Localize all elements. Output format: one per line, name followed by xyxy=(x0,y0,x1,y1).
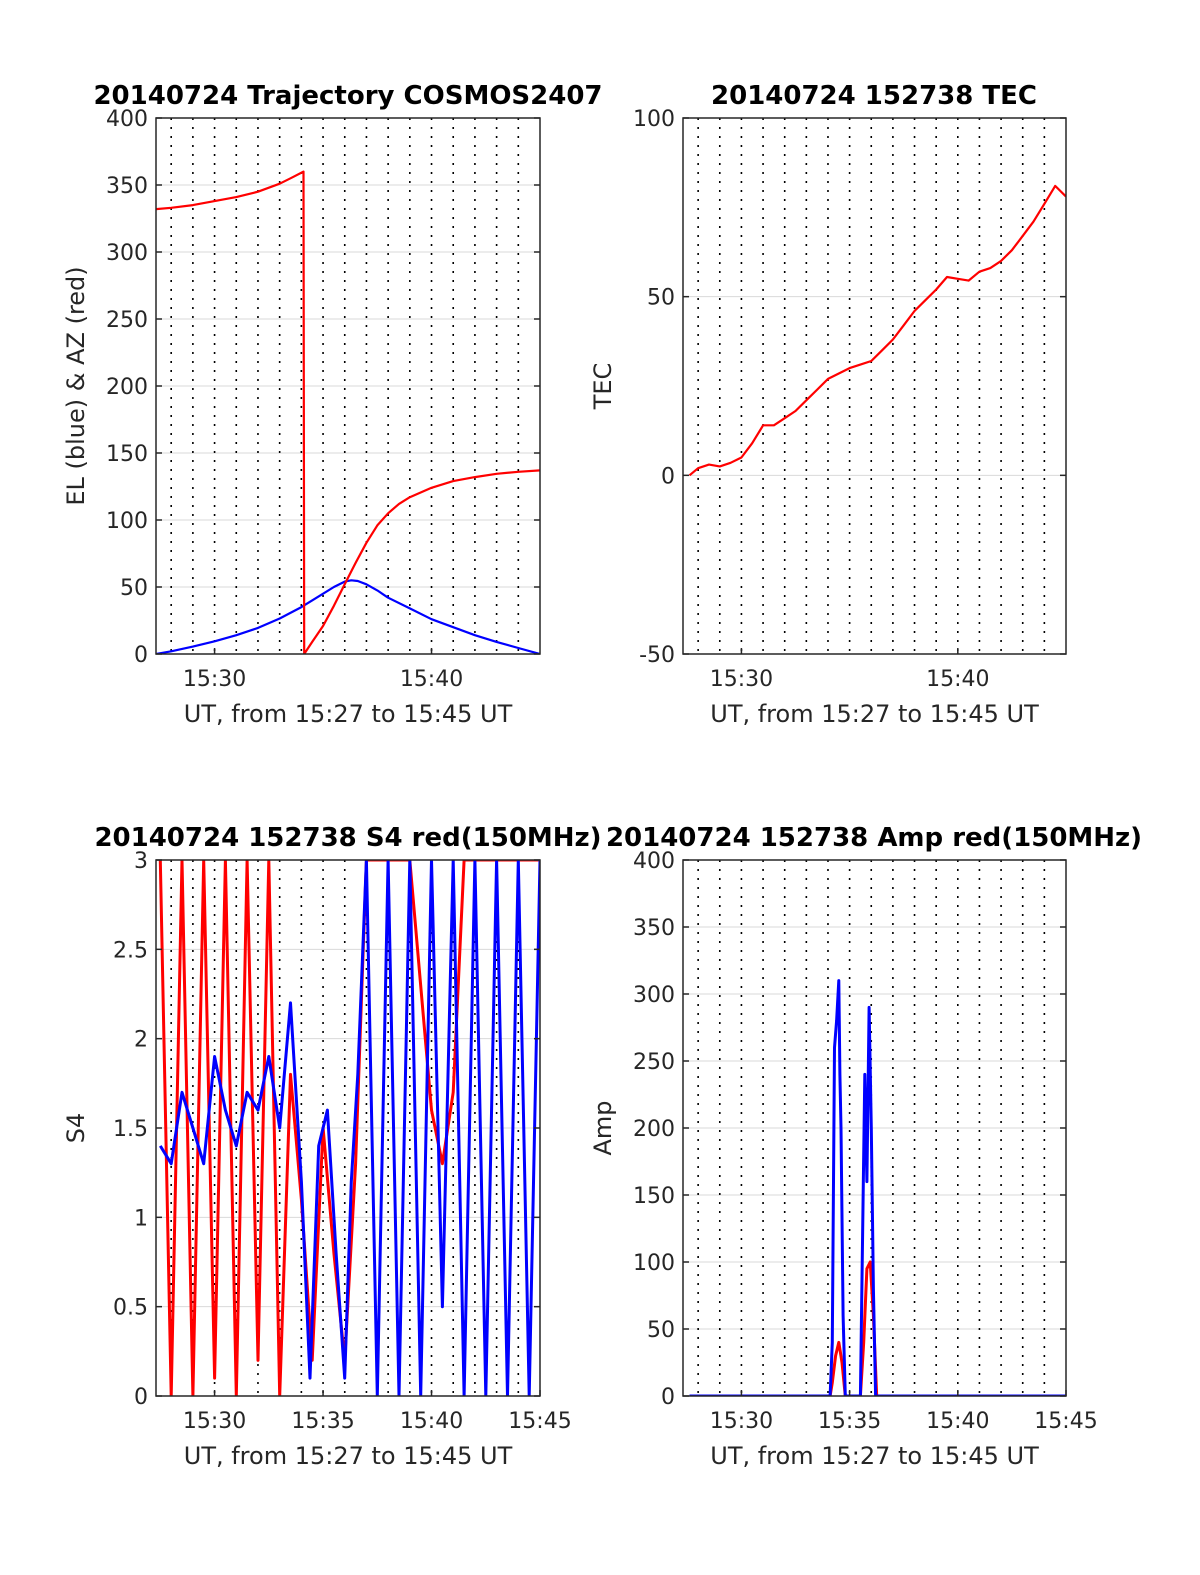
y-tick-label: 200 xyxy=(633,1117,675,1142)
x-tick-label: 15:45 xyxy=(508,1409,571,1434)
chart-title: 20140724 152738 TEC xyxy=(711,81,1037,111)
series-line-red xyxy=(688,184,1066,477)
y-tick-label: 250 xyxy=(633,1050,675,1075)
y-tick-label: 1 xyxy=(134,1206,148,1231)
y-tick-label: 100 xyxy=(633,107,675,132)
y-tick-label: 300 xyxy=(106,241,148,266)
x-tick-label: 15:30 xyxy=(710,1409,773,1434)
x-tick-label: 15:30 xyxy=(183,1409,246,1434)
y-tick-label: -50 xyxy=(639,643,675,668)
series-line-blue xyxy=(156,579,540,654)
y-tick-label: 100 xyxy=(633,1251,675,1276)
y-tick-label: 2.5 xyxy=(113,938,148,963)
y-tick-label: 350 xyxy=(106,174,148,199)
series-line-blue xyxy=(159,860,540,1396)
y-tick-label: 150 xyxy=(633,1184,675,1209)
y-tick-label: 1.5 xyxy=(113,1117,148,1142)
x-tick-label: 15:40 xyxy=(400,667,463,692)
y-tick-label: 0.5 xyxy=(113,1296,148,1321)
chart-panel-1: 0 50 100 150 200 250 300 350 400 15:30 15:40 201407… xyxy=(62,81,603,728)
y-tick-label: 0 xyxy=(661,1385,675,1410)
y-tick-label: 150 xyxy=(106,442,148,467)
chart-panel-3: 0 0.5 1 1.5 2 2.5 3 15:30 15:35 15:40 15:45 2014072… xyxy=(62,823,602,1470)
chart-title: 20140724 Trajectory COSMOS2407 xyxy=(93,81,602,111)
x-tick-label: 15:35 xyxy=(291,1409,354,1434)
y-tick-label: 400 xyxy=(633,849,675,874)
series-line-blue xyxy=(689,979,1066,1396)
y-tick-label: 2 xyxy=(134,1028,148,1053)
y-axis-label: TEC xyxy=(589,363,617,411)
series-line-red xyxy=(158,860,540,1396)
chart-title: 20140724 152738 Amp red(150MHz) xyxy=(606,823,1142,853)
y-tick-label: 300 xyxy=(633,983,675,1008)
x-tick-label: 15:40 xyxy=(400,1409,463,1434)
y-tick-label: 50 xyxy=(120,576,148,601)
x-tick-label: 15:40 xyxy=(926,1409,989,1434)
x-tick-label: 15:35 xyxy=(818,1409,881,1434)
y-tick-label: 350 xyxy=(633,916,675,941)
x-tick-label: 15:30 xyxy=(710,667,773,692)
y-tick-label: 0 xyxy=(134,1385,148,1410)
y-tick-label: 250 xyxy=(106,308,148,333)
chart-panel-4: 0 50 100 150 200 250 300 350 400 15:30 15:35 15:40 1… xyxy=(589,823,1142,1470)
chart-title: 20140724 152738 S4 red(150MHz) xyxy=(94,823,601,853)
y-tick-label: 50 xyxy=(647,286,675,311)
x-axis-label: UT, from 15:27 to 15:45 UT xyxy=(710,1442,1039,1470)
x-tick-label: 15:30 xyxy=(183,667,246,692)
y-tick-label: 0 xyxy=(661,464,675,489)
x-axis-label: UT, from 15:27 to 15:45 UT xyxy=(710,700,1039,728)
chart-panel-2: -50 0 50 100 15:30 15:40 20140724 152738 TEC UT… xyxy=(589,81,1067,728)
x-tick-label: 15:40 xyxy=(926,667,989,692)
y-tick-label: 200 xyxy=(106,375,148,400)
y-tick-label: 100 xyxy=(106,509,148,534)
plot-frame xyxy=(682,117,1067,655)
y-axis-label: S4 xyxy=(62,1113,90,1144)
y-tick-label: 0 xyxy=(134,643,148,668)
y-axis-label: EL (blue) & AZ (red) xyxy=(62,266,90,505)
x-axis-label: UT, from 15:27 to 15:45 UT xyxy=(184,700,513,728)
y-axis-label: Amp xyxy=(589,1100,617,1155)
x-tick-label: 15:45 xyxy=(1034,1409,1097,1434)
y-tick-label: 50 xyxy=(647,1318,675,1343)
y-tick-label: 400 xyxy=(106,107,148,132)
x-axis-label: UT, from 15:27 to 15:45 UT xyxy=(184,1442,513,1470)
y-tick-label: 3 xyxy=(134,849,148,874)
series-line-red xyxy=(156,170,540,654)
